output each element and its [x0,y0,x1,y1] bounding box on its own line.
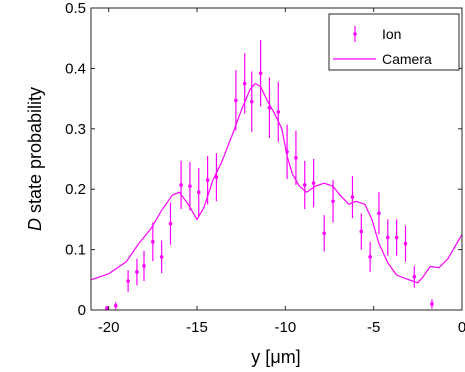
ion-point [196,168,201,217]
ion-point [113,302,118,310]
ion-point [126,270,130,292]
ion-marker [285,149,289,154]
ion-point [430,299,434,309]
ion-marker [196,190,201,195]
ion-marker [430,302,434,306]
ion-marker [377,211,381,216]
x-tick-label: -5 [367,319,380,336]
ion-point [267,77,272,138]
ion-marker [350,195,355,199]
ion-marker [331,199,335,204]
ion-marker [142,264,146,268]
ion-series [105,40,434,310]
ion-point [412,265,417,288]
ion-point [302,160,307,210]
ion-point [105,305,109,310]
ion-marker [276,110,281,114]
ion-marker [412,274,417,279]
ion-point [331,180,335,223]
y-tick-label: 0.3 [65,121,86,138]
y-tick-labels: 0 0.1 0.2 0.3 0.4 0.5 [65,0,86,319]
ion-marker [234,98,238,103]
legend-ion-label: Ion [382,26,401,42]
ion-point [359,213,364,250]
ion-point [168,202,173,245]
x-tick-label: -15 [186,319,208,336]
legend: Ion Camera [328,13,460,71]
y-tick-label: 0.2 [65,181,86,198]
ion-marker [214,175,219,179]
ion-marker [368,255,372,259]
legend-camera-label: Camera [382,51,432,67]
ion-point [249,71,254,132]
ion-marker [258,71,263,76]
ion-marker [159,255,164,259]
ion-point [258,40,263,107]
ion-point [242,53,247,114]
ion-marker [302,183,307,187]
ion-marker [168,221,173,226]
ion-point [394,219,399,256]
y-tick-label: 0.5 [65,0,86,17]
ion-point [151,222,155,262]
x-tick-label: 0 [458,319,465,336]
ion-point [214,152,219,202]
ticks [91,7,463,311]
legend-box [328,13,460,71]
ion-point [311,159,316,208]
ion-point [159,240,164,274]
ion-point [285,124,289,179]
ion-marker [105,306,109,310]
ion-marker [113,303,118,308]
ion-marker [179,183,183,187]
ion-point [322,215,327,252]
axes-box [90,7,463,311]
ion-marker [126,279,130,283]
ion-marker [322,231,327,236]
camera-series [90,82,463,284]
ion-point [179,160,183,210]
ion-marker [249,99,254,104]
ion-point [368,241,372,272]
ion-marker [188,184,192,188]
y-tick-label: 0.1 [65,242,86,259]
ion-point [386,219,390,256]
ion-marker [151,239,155,244]
x-tick-label: -10 [274,319,296,336]
y-tick-label: 0.4 [65,60,86,77]
x-axis-label: y [μm] [251,347,300,367]
ion-marker [294,155,298,160]
ion-marker [403,241,408,246]
ion-marker [135,270,139,274]
x-tick-label: -20 [98,319,120,336]
ion-marker [205,178,210,182]
ion-point [205,155,210,205]
ion-point [403,225,408,262]
y-axis-label: D state probability [25,87,45,231]
ion-point [276,81,281,143]
ion-marker [394,235,399,240]
ion-point [234,70,238,131]
ion-marker [267,105,272,110]
ion-marker [359,229,364,234]
legend-ion-marker [353,26,357,42]
ion-point [350,175,355,219]
ion-point [142,250,146,282]
ion-point [294,130,298,185]
x-tick-labels: -20 -15 -10 -5 0 [98,319,465,336]
ion-marker [242,81,247,86]
ion-marker [311,181,316,185]
camera-line [90,82,463,284]
y-tick-label: 0 [78,302,86,319]
ion-marker [386,235,390,240]
ion-point [377,192,381,235]
ion-point [188,162,192,211]
ion-point [135,258,139,286]
